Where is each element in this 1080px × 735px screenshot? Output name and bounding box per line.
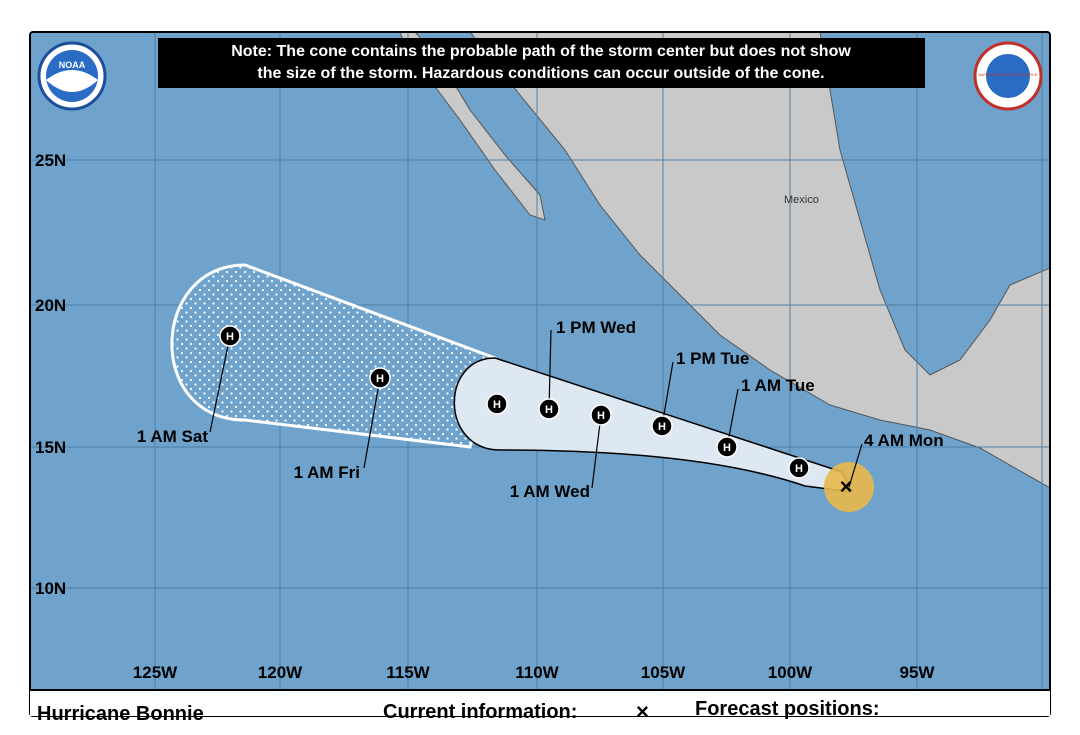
note-box: [158, 38, 925, 88]
marker-letter: H: [493, 399, 501, 411]
marker-letter: H: [226, 331, 234, 343]
forecast-time: 4 AM Mon: [864, 431, 944, 450]
legend-strip: [30, 690, 1050, 716]
lat-label: 20N: [35, 296, 66, 315]
lat-label: 25N: [35, 151, 66, 170]
forecast-time: 1 PM Tue: [676, 349, 749, 368]
cone-outer: [170, 263, 497, 449]
forecast-marker: [716, 436, 738, 458]
leader-line: [363, 377, 381, 469]
place-label: Mexico: [784, 194, 819, 206]
lat-label: 10N: [35, 579, 66, 598]
forecast-label: Forecast positions:: [695, 698, 879, 720]
logo-text: NOAA: [59, 60, 86, 70]
leader-line: [848, 443, 863, 488]
note-line: the size of the storm. Hazardous conditi…: [257, 65, 824, 82]
marker-letter: H: [795, 463, 803, 475]
lon-label: 95W: [900, 663, 936, 682]
lat-label: 15N: [35, 438, 66, 457]
current-label: Current information:: [383, 701, 577, 723]
nws-logo: NATIONAL WEATHER SERVICE: [973, 41, 1043, 111]
noaa-logo: NOAA: [37, 41, 107, 111]
lon-label: 110W: [515, 663, 559, 682]
lon-label: 105W: [641, 663, 686, 682]
forecast-time: 1 AM Sat: [137, 427, 209, 446]
current-position: ×: [840, 474, 853, 499]
forecast-time: 1 AM Wed: [510, 482, 590, 501]
leader-line: [209, 335, 231, 433]
lon-label: 125W: [133, 663, 178, 682]
lon-label: 100W: [768, 663, 813, 682]
forecast-marker: [219, 325, 241, 347]
forecast-marker: [538, 398, 560, 420]
forecast-marker: [788, 457, 810, 479]
current-icon: ×: [636, 699, 649, 724]
forecast-marker: [486, 393, 508, 415]
forecast-time: 1 AM Fri: [294, 463, 360, 482]
marker-letter: H: [597, 410, 605, 422]
note-line: Note: The cone contains the probable pat…: [231, 43, 851, 60]
marker-letter: H: [376, 373, 384, 385]
map-area: 1 PM Wed 1 PM Tue 1 AM Tue 4 AM Mon 1 AM Wed…: [30, 32, 1050, 690]
forecast-marker: [651, 415, 673, 437]
forecast-marker: [590, 404, 612, 426]
marker-letter: H: [545, 404, 553, 416]
leader-line: [548, 329, 552, 410]
grid: [30, 32, 1050, 690]
land-mainland: [469, 32, 1050, 489]
leader-line: [661, 361, 674, 427]
forecast-marker: [369, 367, 391, 389]
forecast-track: 1 PM Wed 1 PM Tue 1 AM Tue 4 AM Mon 1 AM Wed…: [137, 318, 944, 501]
forecast-time: 1 PM Wed: [556, 318, 636, 337]
forecast-time: 1 AM Tue: [741, 376, 815, 395]
leader-line: [591, 414, 602, 489]
logo-text: NATIONAL WEATHER SERVICE: [979, 72, 1038, 77]
lon-label: 115W: [386, 663, 430, 682]
lon-label: 120W: [258, 663, 303, 682]
marker-letter: H: [658, 421, 666, 433]
storm-name: Hurricane Bonnie: [37, 703, 204, 725]
marker-letter: H: [723, 442, 731, 454]
